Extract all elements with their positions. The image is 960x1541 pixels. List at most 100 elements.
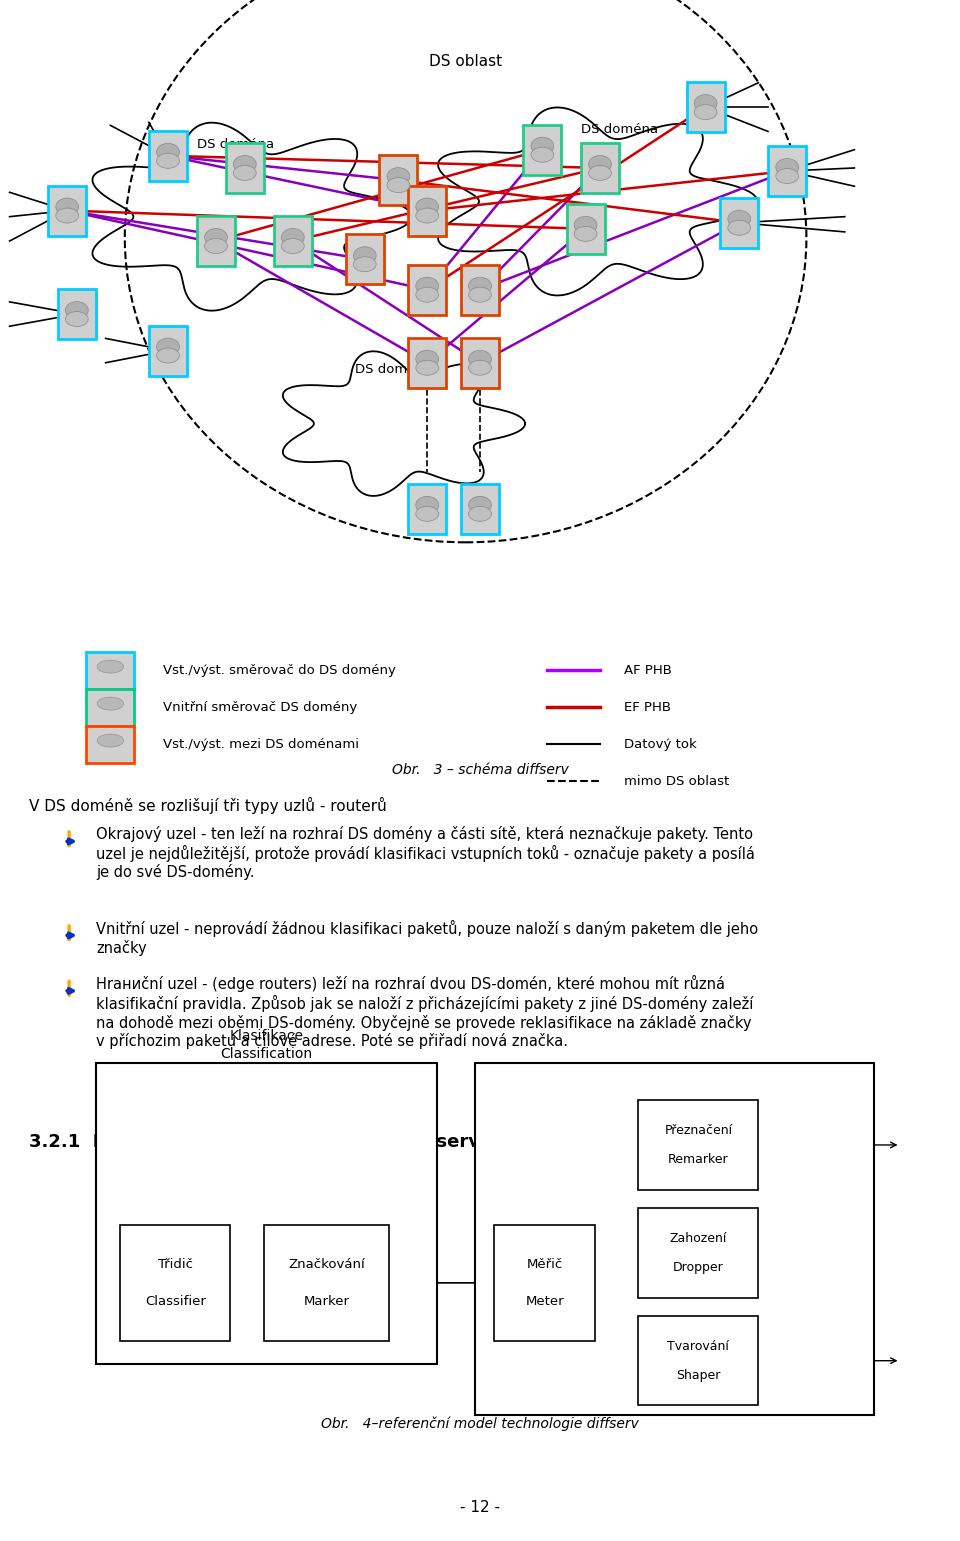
Bar [494,1225,595,1341]
Text: Obr.   4–referenční model technologie diffserv: Obr. 4–referenční model technologie diff… [321,1416,639,1432]
Bar [226,143,264,193]
Ellipse shape [468,277,492,294]
Ellipse shape [97,697,124,710]
Bar [96,1063,437,1364]
Text: - 12 -: - 12 - [460,1499,500,1515]
Bar [264,1225,389,1341]
Bar [149,131,187,180]
Text: Tvarování: Tvarování [667,1341,730,1353]
Text: Vnitřní uzel - neprovádí žádnou klasifikaci paketů, pouze naloží s daným paketem: Vnitřní uzel - neprovádí žádnou klasifik… [96,920,758,955]
Ellipse shape [468,507,492,521]
Bar [408,484,446,533]
Text: Classification: Classification [221,1046,312,1062]
Text: 3.2.1  Referenční model technologie diffserv: 3.2.1 Referenční model technologie diffs… [29,1133,480,1151]
Text: Třidič: Třidič [157,1257,193,1271]
Text: Vst./výst. směrovač do DS domény: Vst./výst. směrovač do DS domény [163,664,396,676]
Ellipse shape [416,199,439,216]
Text: Meter: Meter [525,1294,564,1308]
Ellipse shape [56,208,79,223]
Ellipse shape [468,287,492,302]
Bar [120,1225,230,1341]
Ellipse shape [204,228,228,247]
Ellipse shape [281,239,304,254]
Bar [686,82,725,133]
Ellipse shape [56,199,79,216]
Text: Vnitřní směrovač DS domény: Vnitřní směrovač DS domény [163,701,357,713]
Text: DS doména: DS doména [581,123,658,136]
Ellipse shape [468,350,492,368]
Ellipse shape [97,734,124,747]
Text: Vst./výst. mezi DS doménami: Vst./výst. mezi DS doménami [163,738,359,750]
Bar [523,125,562,174]
Text: Předurčení: Předurčení [485,1071,559,1085]
Ellipse shape [694,94,717,112]
Ellipse shape [97,660,124,673]
Bar [768,146,806,196]
Bar [86,726,134,763]
Ellipse shape [694,105,717,120]
Ellipse shape [416,208,439,223]
Text: Dropper: Dropper [673,1261,724,1273]
Ellipse shape [574,216,597,234]
Ellipse shape [416,350,439,368]
Ellipse shape [387,177,410,193]
Bar [461,484,499,533]
Ellipse shape [531,148,554,162]
Bar [379,156,418,205]
Text: Přeznačení: Přeznačení [664,1125,732,1137]
Text: Remarker: Remarker [668,1153,729,1165]
Ellipse shape [588,156,612,173]
Ellipse shape [416,287,439,302]
Ellipse shape [416,496,439,513]
Bar [408,337,446,388]
Bar [638,1208,758,1298]
Text: DS oblast: DS oblast [429,54,502,69]
Bar [48,185,86,236]
Text: Měřič: Měřič [527,1257,563,1271]
Bar [408,265,446,314]
Text: Okrajový uzel - ten leží na rozhraí DS domény a části sítě, která neznačkuje pak: Okrajový uzel - ten leží na rozhraí DS d… [96,826,755,880]
Ellipse shape [353,247,376,264]
Bar [461,337,499,388]
Ellipse shape [65,311,88,327]
Text: Classifier: Classifier [145,1294,205,1308]
Ellipse shape [281,228,304,247]
Text: Klasifikace: Klasifikace [229,1028,303,1043]
Bar [86,689,134,726]
Bar [638,1100,758,1190]
Ellipse shape [156,153,180,168]
Ellipse shape [468,361,492,376]
Bar [346,234,384,284]
Ellipse shape [728,220,751,236]
Bar [720,197,758,248]
Text: DS doména: DS doména [197,137,274,151]
Ellipse shape [233,165,256,180]
Text: Hrаниční uzel - (edge routers) leží na rozhraí dvou DS-domén, které mohou mít rů: Hrаниční uzel - (edge routers) leží na r… [96,975,754,1049]
Text: Datový tok: Datový tok [624,738,697,750]
Ellipse shape [156,143,180,160]
Ellipse shape [416,277,439,294]
Bar [566,203,605,254]
Ellipse shape [531,137,554,154]
Ellipse shape [588,165,612,180]
Text: EF PHB: EF PHB [624,701,671,713]
Bar [197,216,235,267]
Bar [581,143,619,193]
Ellipse shape [574,227,597,242]
Ellipse shape [728,210,751,228]
Bar [408,185,446,236]
Bar [149,325,187,376]
Bar [58,290,96,339]
Ellipse shape [776,168,799,183]
Ellipse shape [468,496,492,513]
Text: Zahození: Zahození [670,1233,727,1245]
Ellipse shape [416,507,439,521]
Bar [86,652,134,689]
Ellipse shape [353,257,376,271]
Text: Značkování: Značkování [288,1257,365,1271]
Ellipse shape [416,361,439,376]
Ellipse shape [65,302,88,319]
Ellipse shape [204,239,228,254]
Ellipse shape [776,159,799,176]
Bar [274,216,312,267]
